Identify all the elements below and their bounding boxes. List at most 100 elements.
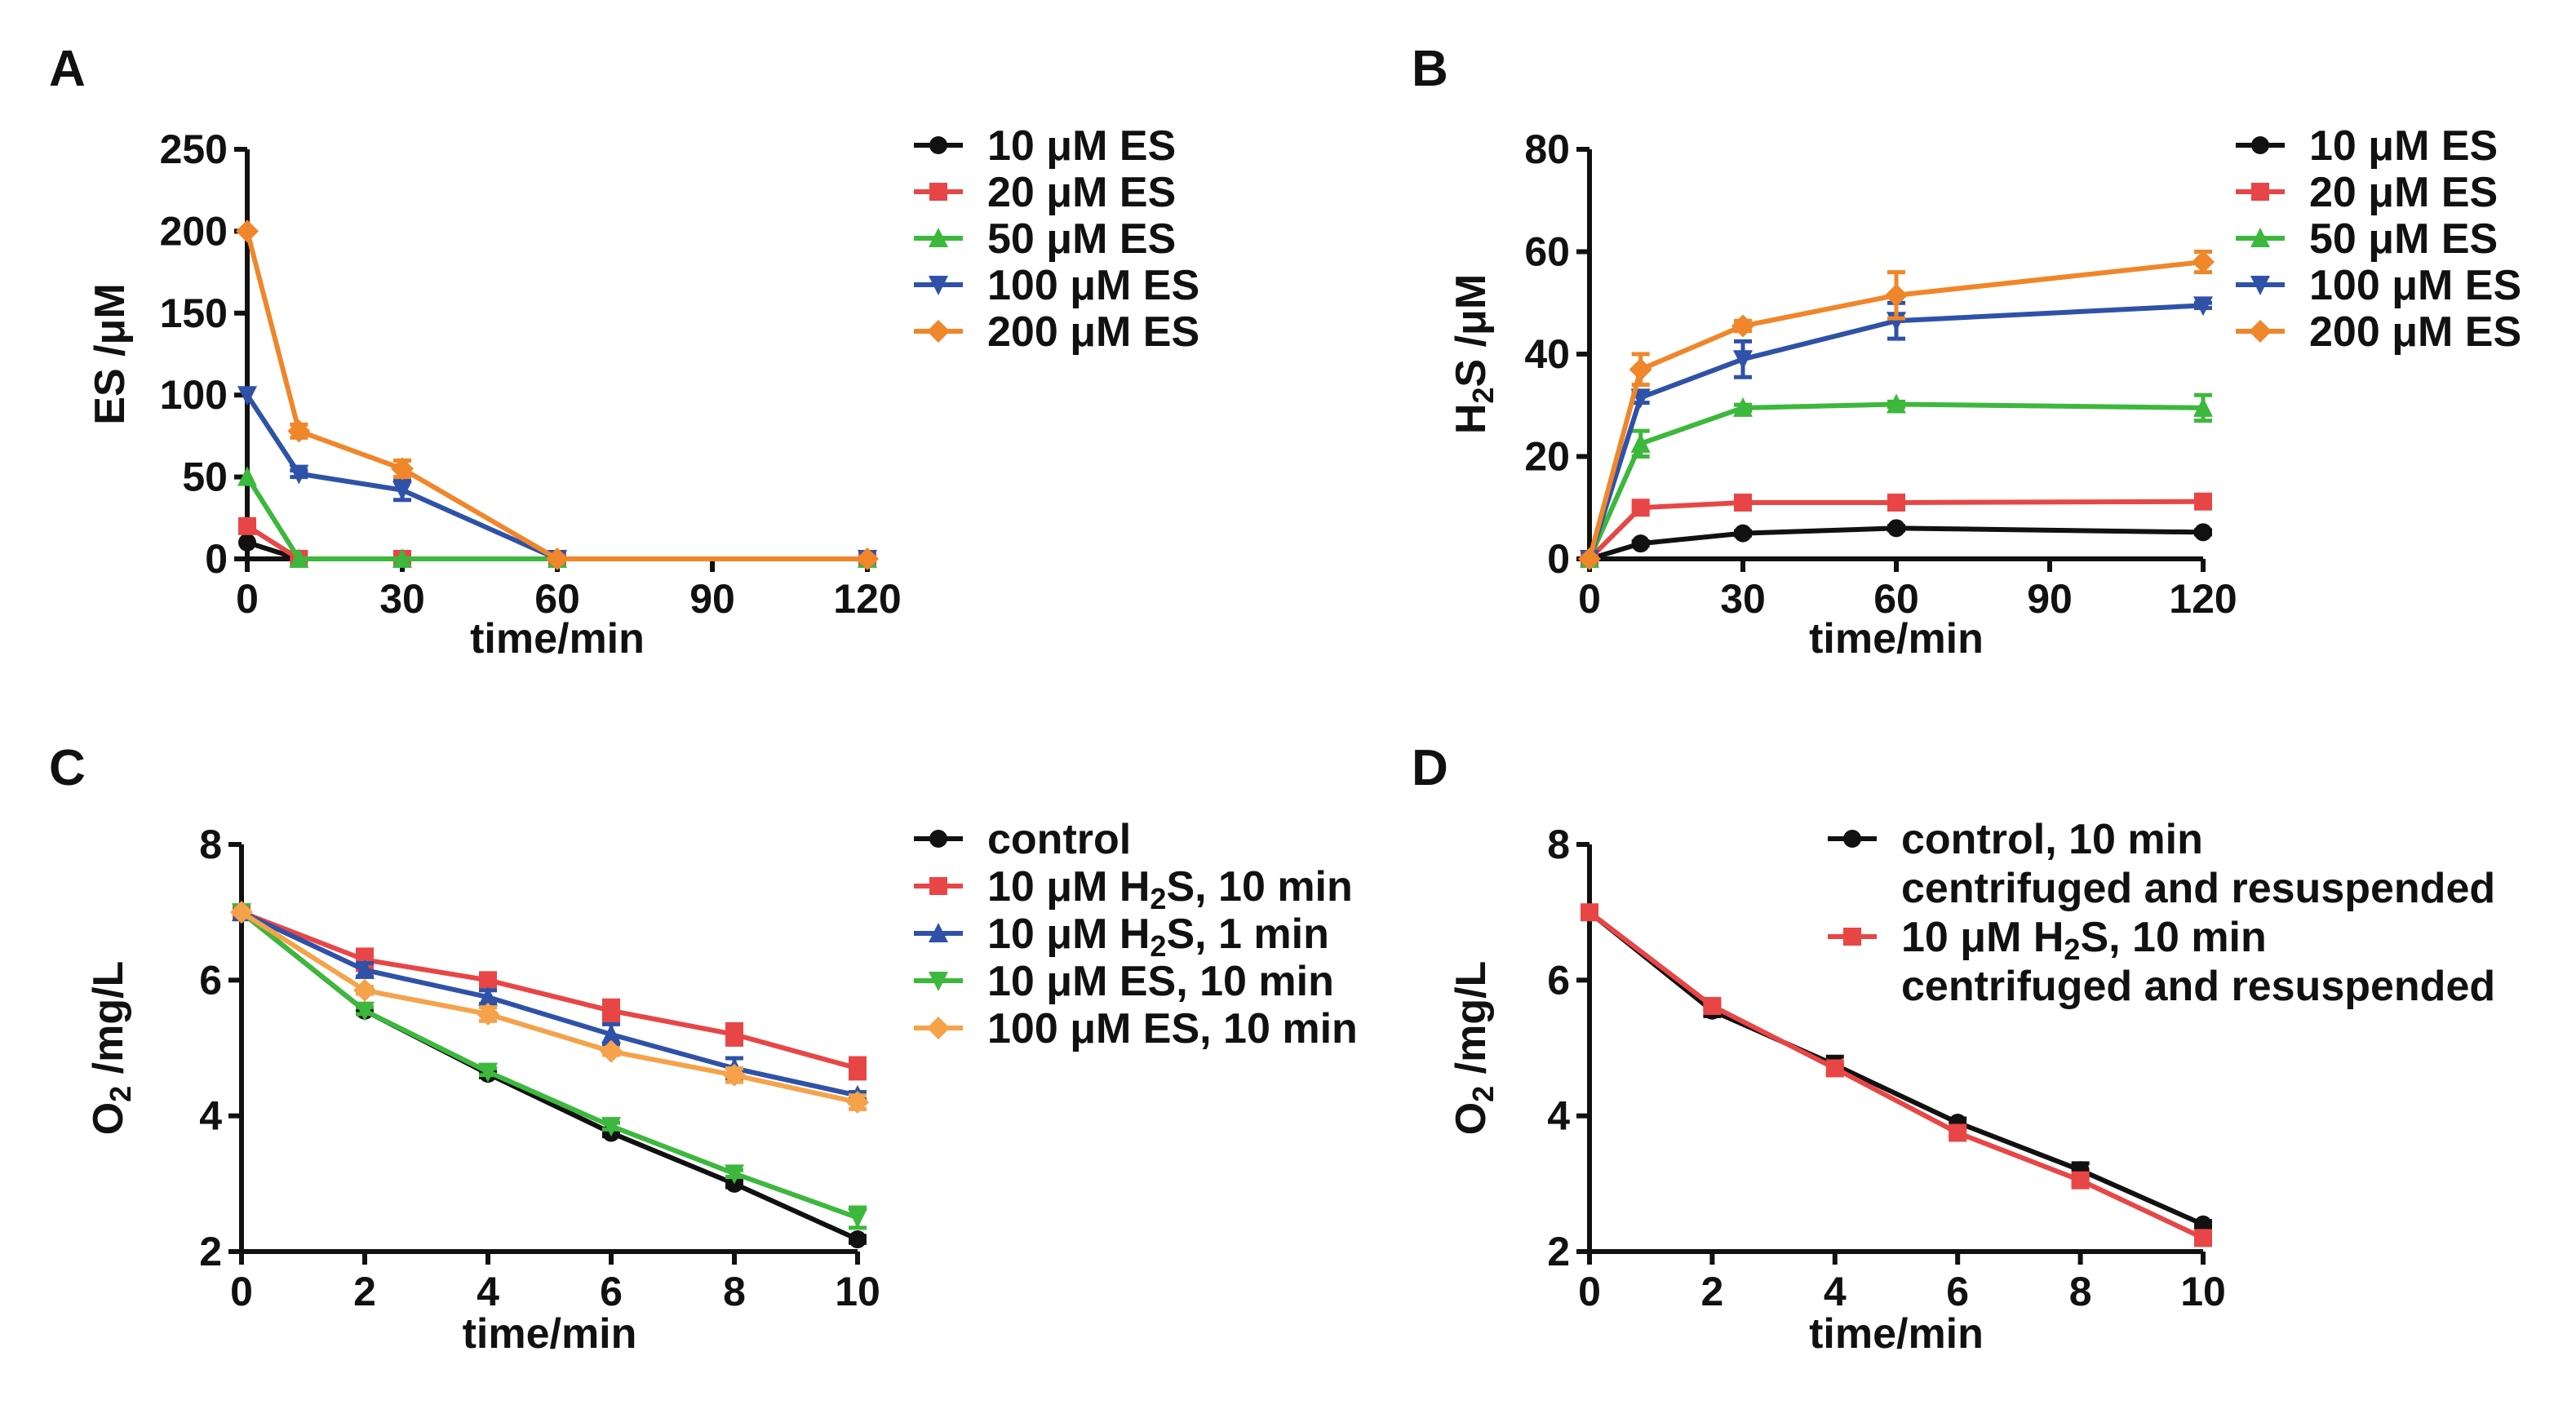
data-point [1885, 283, 1908, 307]
panel-letter-A: A [49, 41, 86, 97]
data-point [353, 978, 376, 1002]
y-tick-label: 4 [1547, 1093, 1570, 1139]
series-B-3 [1580, 392, 2213, 568]
data-point [1887, 393, 1906, 414]
y-tick-label: 6 [1547, 957, 1570, 1003]
data-point [1631, 499, 1650, 517]
series-B-1 [1581, 519, 2212, 568]
y-tick-label: 2 [1547, 1229, 1570, 1274]
data-point [846, 1091, 869, 1114]
y-tick-label: 100 [160, 372, 228, 418]
data-point [2194, 492, 2212, 511]
data-point [2071, 1171, 2090, 1190]
data-point [1949, 1123, 1967, 1142]
data-point [289, 548, 309, 568]
x-tick-label: 4 [477, 1269, 499, 1314]
data-point [2193, 397, 2213, 417]
data-point [849, 1230, 867, 1249]
x-tick-label: 8 [723, 1269, 746, 1314]
legend-label: 100 μM ES [987, 262, 1199, 309]
legend-label: 10 μM ES [987, 122, 1176, 170]
panel-letter-B: B [1412, 41, 1448, 97]
data-point [2194, 523, 2212, 542]
series-line [240, 910, 858, 1105]
legend-label: 50 μM ES [987, 215, 1176, 263]
data-point [1631, 534, 1650, 553]
data-point [1629, 357, 1652, 381]
data-point [392, 481, 412, 501]
legend-label: 10 μM ES, 10 min [987, 958, 1334, 1005]
legend-label: 100 μM ES, 10 min [987, 1005, 1358, 1052]
series-line [1588, 910, 2205, 1227]
data-point [601, 1117, 621, 1137]
data-point [237, 466, 257, 486]
legend-label: control [987, 816, 1131, 863]
x-tick-label: 60 [1873, 576, 1919, 622]
legend-marker [927, 1017, 950, 1039]
data-point [478, 1062, 498, 1083]
data-point [1825, 1059, 1844, 1078]
series-B-2 [1581, 492, 2212, 568]
panel-letter-D: D [1412, 740, 1448, 796]
data-point [2192, 250, 2215, 274]
legend-marker [929, 136, 947, 154]
data-point [236, 219, 259, 243]
x-axis-label: time/min [1809, 615, 1984, 662]
legend-marker [2251, 136, 2269, 154]
legend-marker [929, 972, 948, 991]
data-point [856, 547, 879, 570]
x-tick-label: 120 [833, 576, 901, 622]
y-tick-label: 8 [1547, 822, 1570, 867]
x-tick-label: 120 [2169, 576, 2237, 622]
y-tick-label: 60 [1524, 229, 1570, 275]
y-tick-label: 8 [199, 822, 222, 867]
series-D-2 [1581, 903, 2212, 1247]
data-point [477, 1002, 499, 1026]
y-tick-label: 80 [1524, 126, 1570, 172]
data-point [287, 419, 311, 443]
y-tick-label: 4 [199, 1093, 222, 1139]
x-tick-label: 30 [379, 576, 425, 622]
series-line [245, 393, 867, 561]
data-point [1887, 519, 1905, 538]
data-point [1703, 996, 1722, 1015]
legend-label: 10 μM H2S, 1 min [987, 911, 1329, 963]
legend-marker [2249, 320, 2272, 343]
data-point [1581, 903, 1598, 922]
y-tick-label: 40 [1524, 331, 1570, 377]
x-tick-label: 10 [2180, 1269, 2226, 1314]
y-tick-label: 20 [1524, 434, 1570, 480]
data-point [602, 1001, 620, 1020]
legend-label: 50 μM ES [2309, 215, 2498, 263]
x-tick-label: 2 [1700, 1269, 1723, 1314]
data-point [1734, 493, 1752, 512]
data-point [725, 1025, 743, 1044]
y-tick-label: 150 [160, 290, 228, 336]
legend-marker [2251, 183, 2269, 201]
series-line [245, 230, 867, 561]
data-point [725, 1164, 744, 1185]
y-axis-label: ES /μM [86, 283, 134, 424]
panel-B: B 0 20 40 60 80 0 30 60 90 120 time/min H2S /μM 10 μM… [1412, 41, 2521, 662]
data-point [392, 548, 412, 568]
data-point [546, 547, 569, 570]
x-tick-label: 90 [689, 576, 735, 622]
legend-marker [929, 276, 948, 295]
y-tick-label: 50 [182, 454, 228, 500]
data-point [237, 386, 257, 406]
y-axis-label: H2S /μM [1448, 274, 1500, 434]
x-tick-label: 0 [230, 1269, 253, 1314]
data-point [289, 464, 309, 485]
data-point [479, 971, 497, 990]
legend-marker [2250, 228, 2270, 247]
legend-marker [929, 183, 947, 201]
data-point [600, 1039, 623, 1063]
legend-marker [929, 877, 947, 895]
legend-marker [2250, 276, 2270, 295]
legend-label: 20 μM ES [2309, 169, 2498, 216]
data-point [1734, 524, 1752, 543]
